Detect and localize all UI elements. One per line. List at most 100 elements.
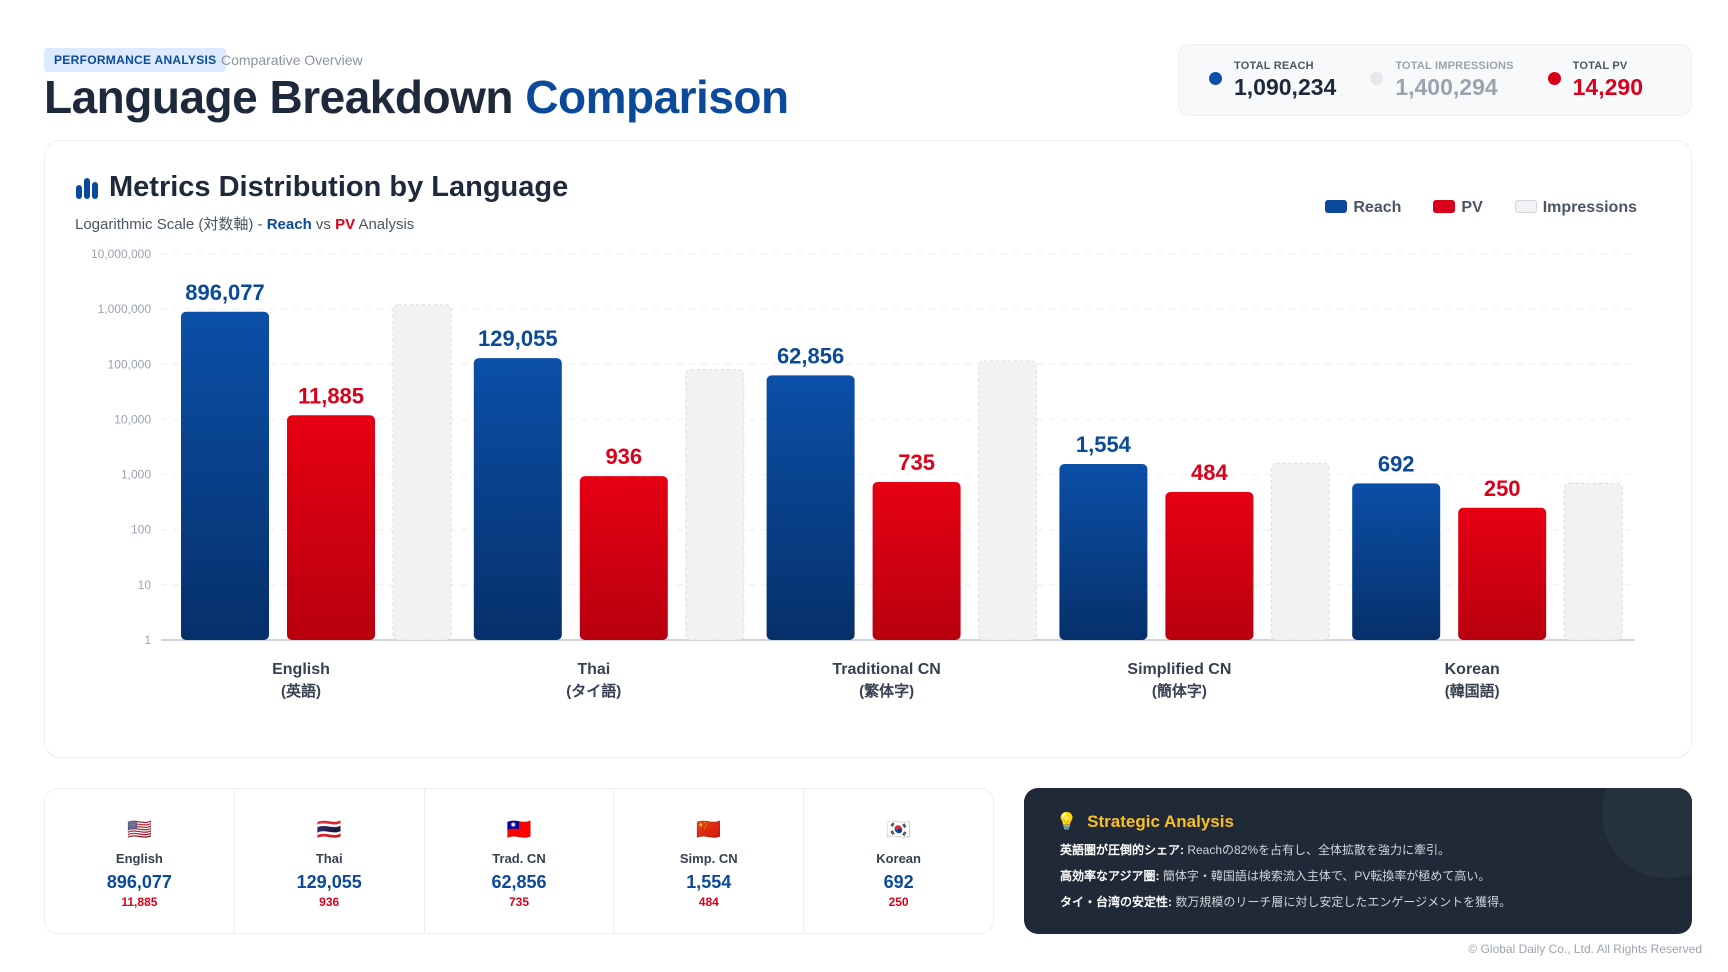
stat-label: TOTAL REACH [1234,59,1314,72]
stat-total-impressions: TOTAL IMPRESSIONS 1,400,294 [1370,60,1513,101]
bar-pv [1458,507,1547,640]
y-tick-label: 100 [131,523,151,537]
bar-pv [287,415,375,640]
legend-label: Reach [1353,199,1402,216]
subtitle-vs: vs [311,216,336,233]
x-tick-sublabel: (タイ語) [566,682,621,700]
pv-value: 11,885 [121,895,158,909]
data-label: 484 [1191,460,1228,485]
stat-value: 1,400,294 [1395,73,1498,100]
stat-value: 1,090,234 [1234,73,1337,100]
reach-value: 896,077 [106,872,172,892]
lightbulb-icon: 💡 [1056,812,1078,831]
data-label: 692 [1378,451,1415,476]
chart-card: 10,000,000 1,000,000 100,000 10,000 1,000 100… [44,140,1692,758]
y-tick-label: 10,000 [114,412,151,426]
language-card: 🇨🇳 Simp. CN 1,554 484 [614,789,805,933]
bar-chart-icon [76,177,98,199]
analysis-item: 高効率なアジア圏: 簡体字・韓国語は検索流入主体で、PV転換率が極めて高い。 [1060,869,1491,883]
y-tick-label: 1,000 [121,468,151,482]
stat-label: TOTAL PV [1572,59,1628,72]
bar-chart: 10,000,000 1,000,000 100,000 10,000 1,000 100… [91,247,1635,700]
language-name: Simp. CN [679,851,738,866]
language-name: Thai [315,851,343,866]
y-tick-label: 1,000,000 [98,302,152,316]
x-tick-sublabel: (簡体字) [1152,682,1207,700]
data-label: 936 [605,444,642,469]
chart-legend: Reach PV Impressions [1325,199,1637,217]
reach-value: 129,055 [296,872,362,892]
analysis-item: タイ・台湾の安定性: 数万規模のリーチ層に対し安定したエンゲージメントを獲得。 [1060,895,1512,909]
stat-dot [1370,71,1384,85]
bar-reach [473,358,562,640]
data-label: 129,055 [478,326,558,351]
bar-pv [1165,491,1254,640]
analysis-item: 英語圏が圧倒的シェア: Reachの82%を占有し、全体拡散を強力に牽引。 [1060,843,1451,857]
pv-value: 735 [508,895,529,909]
x-tick-label: English [272,661,330,678]
stat-label: TOTAL IMPRESSIONS [1395,59,1514,72]
y-tick-label: 10 [138,578,152,592]
strategic-analysis: 💡 Strategic Analysis 英語圏が圧倒的シェア: Reachの82… [1024,788,1692,934]
language-card: 🇺🇸 English 896,077 11,885 [45,789,235,933]
data-label: 11,885 [298,383,364,408]
title-accent: Comparison [525,71,789,123]
bar-pv [872,481,961,640]
y-tick-label: 100,000 [108,357,152,371]
data-label: 896,077 [185,280,265,305]
bar-reach [1059,464,1148,640]
y-tick-label: 1 [144,633,151,647]
chart-subtitle: Logarithmic Scale (対数軸) - Reach vs PV An… [75,213,414,234]
bar-reach [1352,483,1441,640]
legend-label: PV [1461,199,1483,216]
subtitle-pv: PV [335,216,356,233]
reach-value: 692 [883,872,914,892]
legend-impressions[interactable]: Impressions [1514,199,1637,217]
legend-label: Impressions [1542,199,1637,216]
reach-value: 62,856 [491,872,547,892]
data-label: 250 [1484,476,1521,501]
pv-value: 250 [888,895,909,909]
bar-impressions [1563,482,1623,641]
header-subtitle: Comparative Overview [221,52,363,68]
flag-icon: 🇺🇸 [126,819,152,841]
x-tick-sublabel: (英語) [281,682,321,700]
x-tick-label: Thai [577,661,610,678]
legend-pv[interactable]: PV [1433,199,1483,217]
reach-value: 1,554 [686,872,732,892]
data-label: 735 [898,450,935,475]
bar-impressions [685,369,745,641]
stat-value: 14,290 [1572,73,1643,100]
page-title: Language Breakdown Comparison [44,70,789,124]
subtitle-suffix: Analysis [355,216,415,233]
chart-title-text: Metrics Distribution by Language [109,171,569,203]
language-name: Korean [876,851,921,866]
subtitle-prefix: Logarithmic Scale (対数軸) - [75,216,267,233]
flag-icon: 🇹🇼 [506,819,532,841]
bar-reach [766,375,855,640]
pv-value: 484 [698,895,719,909]
x-tick-label: Simplified CN [1127,661,1231,678]
analysis-title-text: Strategic Analysis [1087,812,1234,831]
pv-value: 936 [319,895,340,909]
y-tick-label: 10,000,000 [91,247,151,261]
totals-panel: TOTAL REACH 1,090,234 TOTAL IMPRESSIONS 1,4… [1178,44,1692,116]
language-card: 🇹🇼 Trad. CN 62,856 735 [425,789,615,933]
bar-reach [181,311,269,640]
bar-impressions [392,304,452,641]
language-card: 🇹🇭 Thai 129,055 936 [235,789,425,933]
data-label: 1,554 [1076,432,1132,457]
bar-impressions [1270,462,1330,641]
footer-copyright: © Global Daily Co., Ltd. All Rights Rese… [1468,942,1702,956]
bar-impressions [978,360,1038,641]
flag-icon: 🇹🇭 [316,819,342,841]
stat-total-reach: TOTAL REACH 1,090,234 [1209,60,1336,101]
stat-dot [1547,71,1561,85]
legend-reach[interactable]: Reach [1325,199,1401,217]
chart-title: Metrics Distribution by Language [75,171,568,204]
x-tick-sublabel: (繁体字) [859,682,914,700]
flag-icon: 🇰🇷 [886,819,912,841]
flag-icon: 🇨🇳 [696,819,722,841]
header-tag: PERFORMANCE ANALYSIS [44,48,227,72]
language-name: Trad. CN [492,851,546,866]
